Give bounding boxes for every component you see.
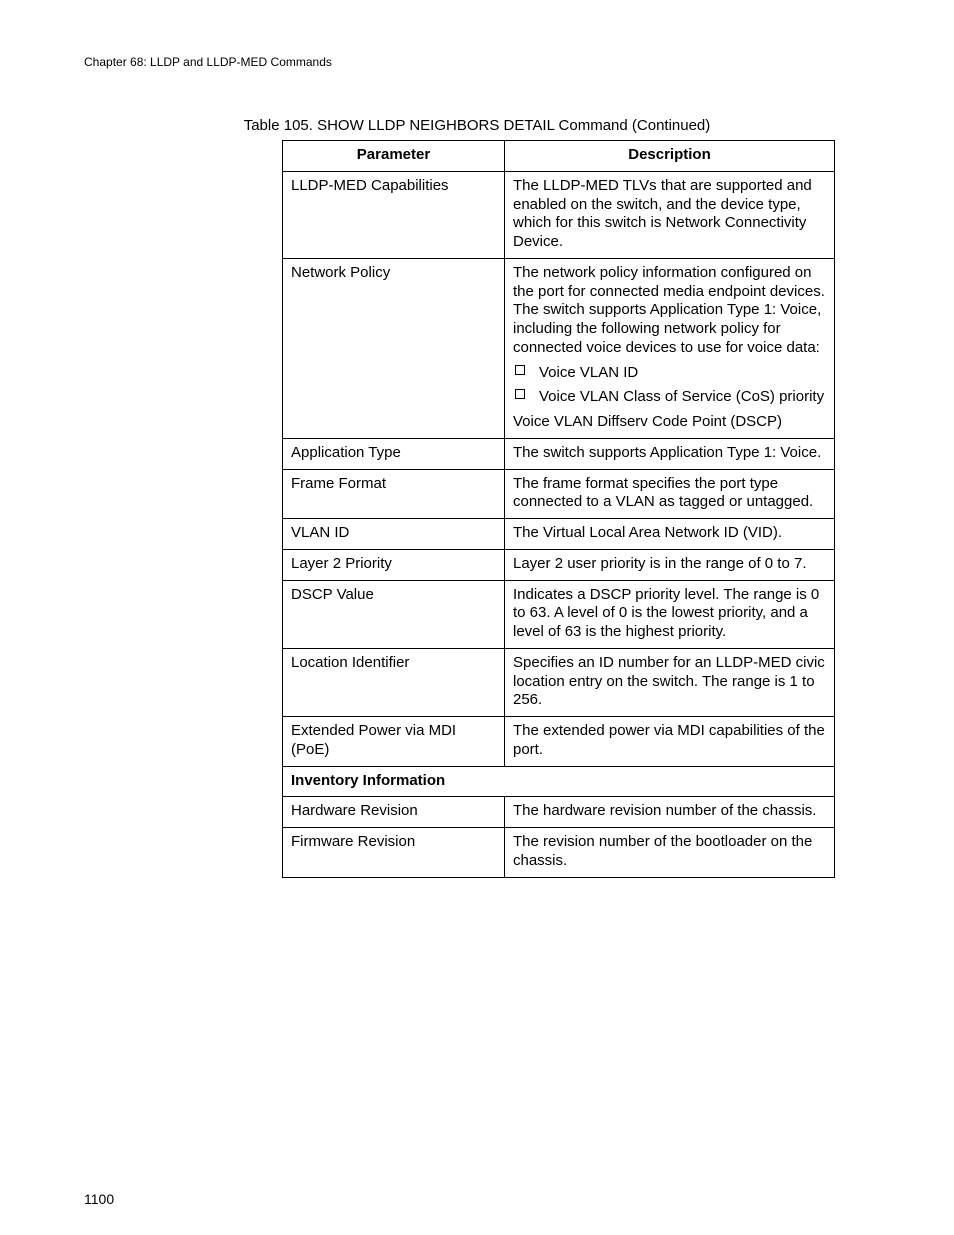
- parameter-cell: Network Policy: [283, 258, 505, 438]
- table-row: Location IdentifierSpecifies an ID numbe…: [283, 648, 835, 716]
- description-cell: The frame format specifies the port type…: [505, 469, 835, 519]
- description-text: Specifies an ID number for an LLDP-MED c…: [513, 654, 826, 710]
- description-text: The Virtual Local Area Network ID (VID).: [513, 524, 826, 543]
- description-cell: Indicates a DSCP priority level. The ran…: [505, 580, 835, 648]
- parameter-cell: Firmware Revision: [283, 828, 505, 878]
- table-row: Network PolicyThe network policy informa…: [283, 258, 835, 438]
- table-caption: Table 105. SHOW LLDP NEIGHBORS DETAIL Co…: [201, 117, 753, 134]
- bullet-list: Voice VLAN ID Voice VLAN Class of Service…: [513, 364, 826, 408]
- table-row: Frame FormatThe frame format specifies t…: [283, 469, 835, 519]
- description-text: The switch supports Application Type 1: …: [513, 444, 826, 463]
- description-text: The revision number of the bootloader on…: [513, 833, 826, 871]
- table-row: Layer 2 Priority Layer 2 user priority is…: [283, 549, 835, 580]
- bullet-text: Voice VLAN Class of Service (CoS) priori…: [539, 388, 824, 405]
- description-cell: The Virtual Local Area Network ID (VID).: [505, 519, 835, 550]
- table-row: DSCP ValueIndicates a DSCP priority leve…: [283, 580, 835, 648]
- bullet-item: Voice VLAN Class of Service (CoS) priori…: [513, 388, 826, 407]
- table-row: Application Type The switch supports Appl…: [283, 438, 835, 469]
- description-cell: The extended power via MDI capabilities …: [505, 717, 835, 767]
- page-number: 1100: [84, 1191, 114, 1207]
- parameter-cell: Hardware Revision: [283, 797, 505, 828]
- table-row: Extended Power via MDI (PoE)The extended…: [283, 717, 835, 767]
- description-cell: The switch supports Application Type 1: …: [505, 438, 835, 469]
- table-row: Inventory Information: [283, 766, 835, 797]
- chapter-heading: Chapter 68: LLDP and LLDP-MED Commands: [84, 55, 870, 69]
- description-cell: The revision number of the bootloader on…: [505, 828, 835, 878]
- table-row: Hardware Revision The hardware revision n…: [283, 797, 835, 828]
- bullet-marker-icon: [515, 365, 525, 375]
- parameters-table: Parameter Description LLDP-MED Capabilit…: [282, 140, 835, 878]
- description-cell: The LLDP-MED TLVs that are supported and…: [505, 171, 835, 258]
- description-text: Voice VLAN Diffserv Code Point (DSCP): [513, 413, 826, 432]
- description-text: The extended power via MDI capabilities …: [513, 722, 826, 760]
- bullet-item: Voice VLAN ID: [513, 364, 826, 383]
- parameter-cell: DSCP Value: [283, 580, 505, 648]
- table-row: LLDP-MED CapabilitiesThe LLDP-MED TLVs t…: [283, 171, 835, 258]
- parameter-cell: VLAN ID: [283, 519, 505, 550]
- parameter-cell: Frame Format: [283, 469, 505, 519]
- description-text: The LLDP-MED TLVs that are supported and…: [513, 177, 826, 252]
- description-cell: The hardware revision number of the chas…: [505, 797, 835, 828]
- description-text: The frame format specifies the port type…: [513, 475, 826, 513]
- parameter-cell: LLDP-MED Capabilities: [283, 171, 505, 258]
- description-cell: The network policy information configure…: [505, 258, 835, 438]
- description-text: Indicates a DSCP priority level. The ran…: [513, 586, 826, 642]
- table-row: VLAN ID The Virtual Local Area Network ID…: [283, 519, 835, 550]
- section-header-cell: Inventory Information: [283, 766, 835, 797]
- parameter-cell: Location Identifier: [283, 648, 505, 716]
- description-text: The network policy information configure…: [513, 264, 826, 358]
- bullet-marker-icon: [515, 389, 525, 399]
- bullet-text: Voice VLAN ID: [539, 364, 638, 381]
- description-text: The hardware revision number of the chas…: [513, 802, 826, 821]
- table-header-row: Parameter Description: [283, 141, 835, 172]
- description-cell: Layer 2 user priority is in the range of…: [505, 549, 835, 580]
- description-cell: Specifies an ID number for an LLDP-MED c…: [505, 648, 835, 716]
- description-text: Layer 2 user priority is in the range of…: [513, 555, 826, 574]
- parameter-cell: Extended Power via MDI (PoE): [283, 717, 505, 767]
- col-header-description: Description: [505, 141, 835, 172]
- col-header-parameter: Parameter: [283, 141, 505, 172]
- table-row: Firmware RevisionThe revision number of …: [283, 828, 835, 878]
- parameter-cell: Application Type: [283, 438, 505, 469]
- parameter-cell: Layer 2 Priority: [283, 549, 505, 580]
